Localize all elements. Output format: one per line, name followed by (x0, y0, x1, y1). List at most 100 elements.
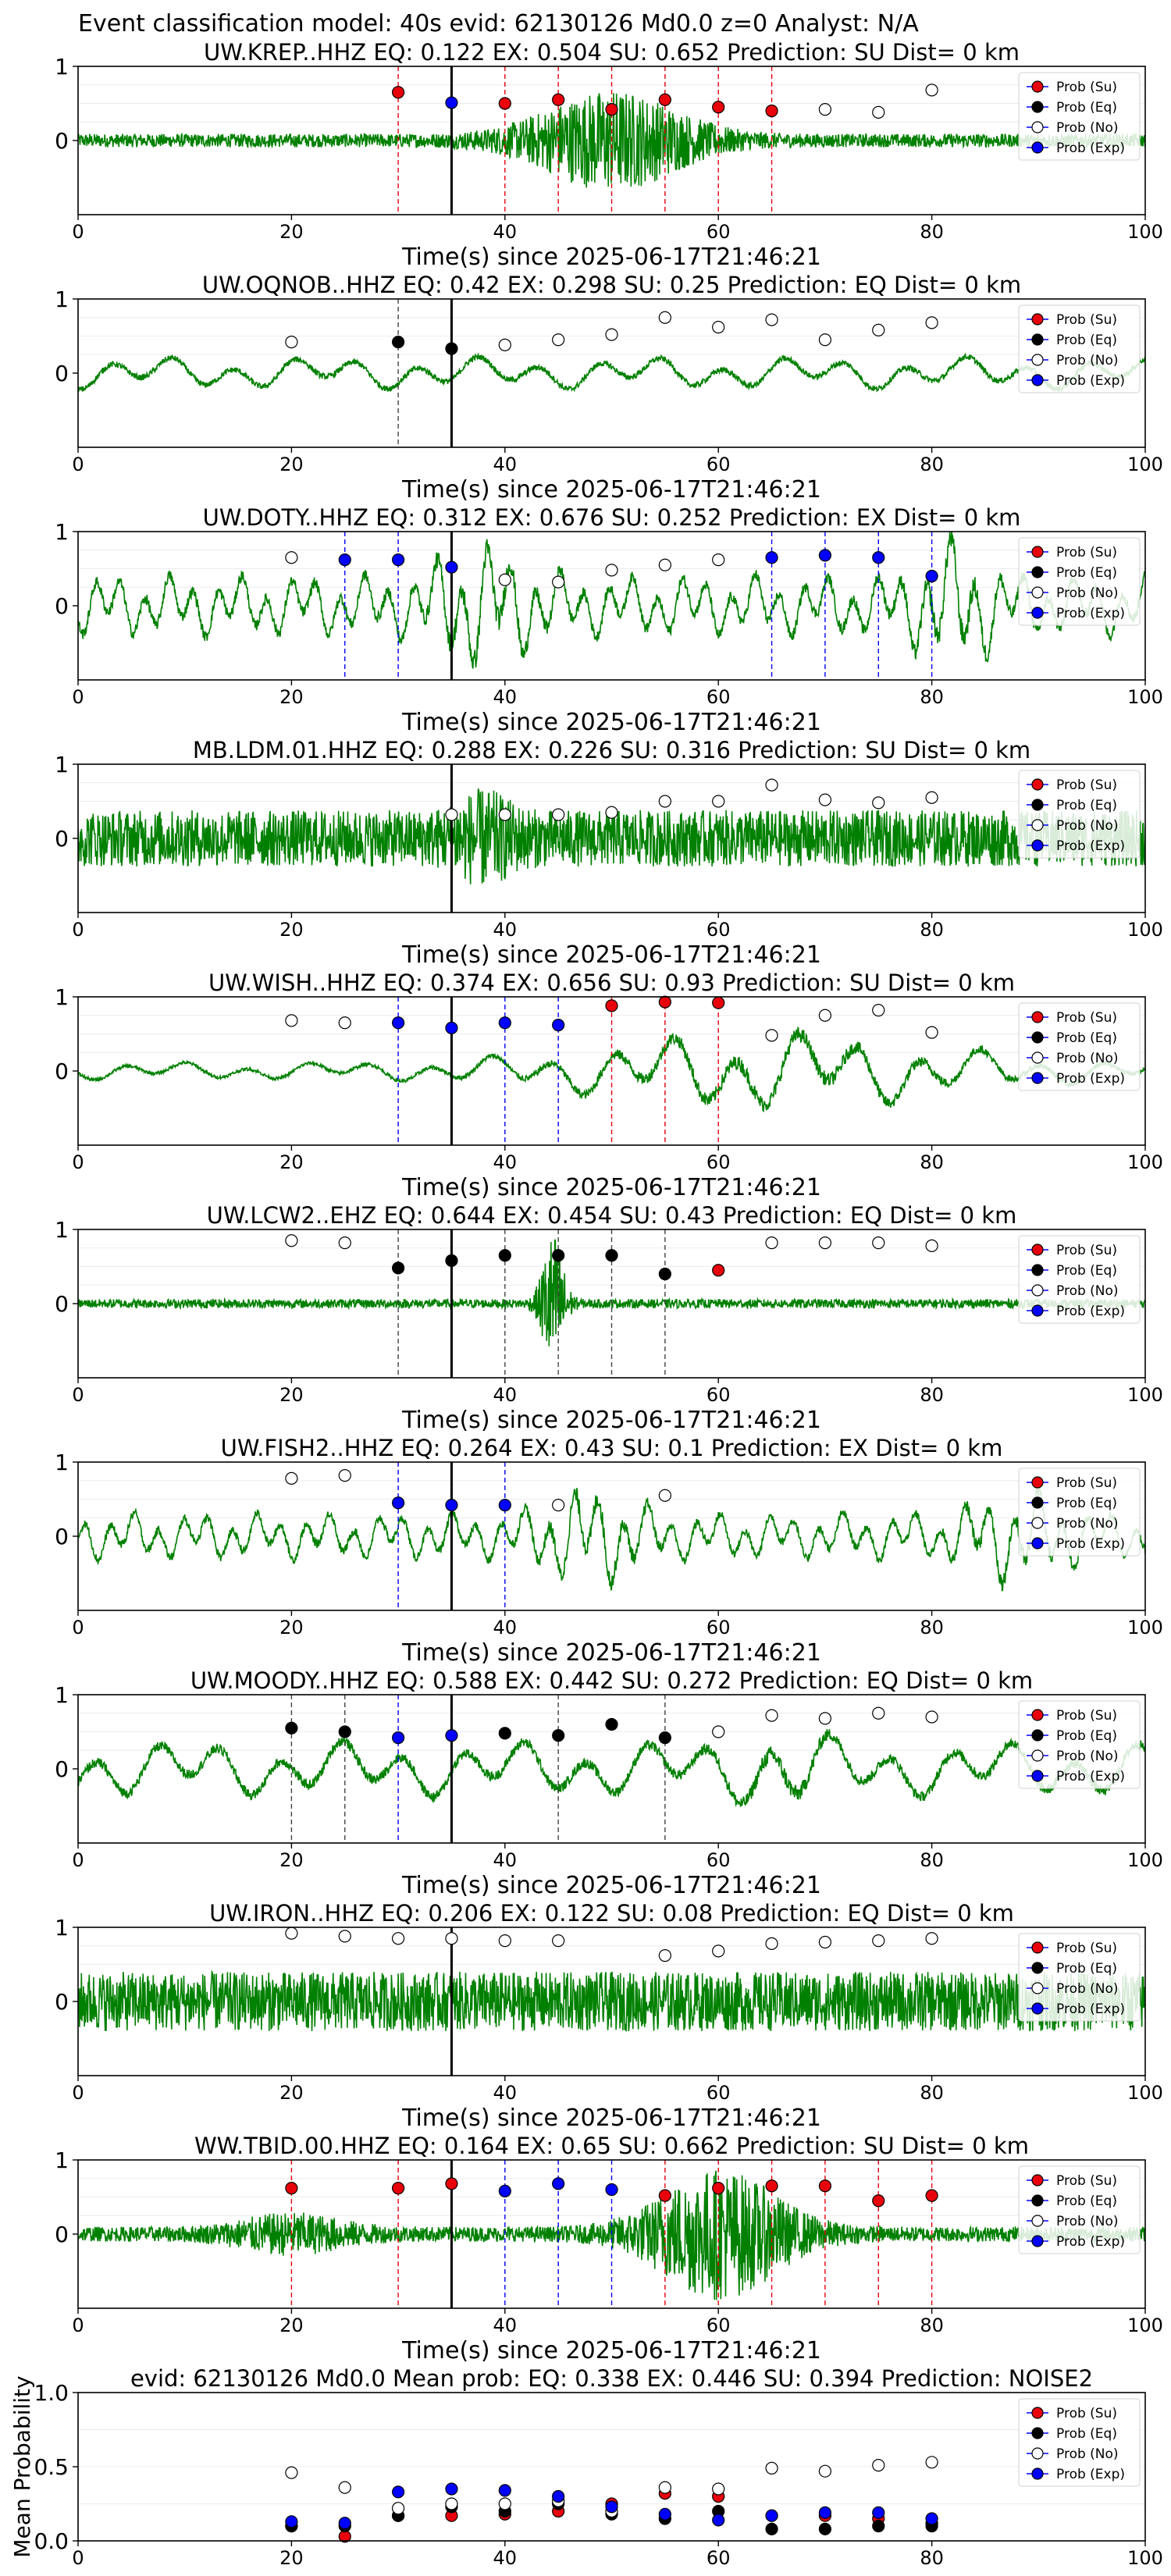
y-tick-label: 1.0 (34, 2380, 69, 2406)
y-tick-label: 1 (55, 1682, 69, 1708)
legend-marker (1031, 1072, 1044, 1084)
x-tick-label: 20 (279, 2547, 304, 2569)
legend-marker (1031, 1476, 1044, 1489)
x-tick-label: 20 (279, 686, 304, 708)
legend-label: Prob (Exp) (1056, 1536, 1125, 1552)
prob-marker (818, 1009, 832, 1022)
prob-marker (605, 999, 618, 1012)
legend-box (1018, 537, 1141, 626)
x-tick-label: 0 (72, 2314, 84, 2336)
mean-prob-marker (498, 2484, 511, 2497)
prob-marker (765, 1937, 778, 1950)
axes-frame (77, 298, 1146, 448)
prob-marker (392, 1496, 405, 1510)
prob-marker (925, 1710, 938, 1724)
prob-marker (445, 1021, 458, 1035)
legend-marker (1031, 1749, 1044, 1762)
prob-marker (392, 1016, 405, 1030)
legend-label: Prob (Su) (1056, 777, 1117, 793)
legend: Prob (Su) Prob (Eq) Prob (No) Prob (Exp) (1018, 1002, 1141, 1091)
prob-marker (712, 996, 725, 1009)
prob-marker (712, 101, 725, 114)
prob-marker (338, 1468, 351, 1482)
x-tick-label: 20 (279, 2082, 304, 2104)
x-axis-label: Time(s) since 2025-06-17T21:46:21 (401, 1639, 821, 1667)
panel-title: UW.KREP..HHZ EQ: 0.122 EX: 0.504 SU: 0.6… (204, 39, 1020, 66)
prob-marker (552, 1249, 565, 1262)
x-tick-label: 40 (493, 1384, 518, 1406)
legend-label: Prob (Eq) (1056, 1496, 1117, 1511)
prob-marker (498, 1498, 511, 1512)
prob-marker (872, 1934, 885, 1948)
prob-marker (392, 553, 405, 567)
y-tick-label: 0.5 (34, 2454, 69, 2480)
y-tick-label: 0 (55, 2222, 69, 2247)
figure-suptitle: Event classification model: 40s evid: 62… (78, 10, 919, 37)
legend-marker (1031, 566, 1044, 578)
prob-marker (392, 1731, 405, 1745)
legend-label: Prob (Su) (1056, 1010, 1117, 1026)
mean-prob-marker (658, 2507, 671, 2521)
prob-marker (712, 2182, 725, 2195)
prob-marker (818, 549, 832, 562)
x-tick-label: 80 (920, 1384, 944, 1406)
prob-marker (605, 806, 618, 819)
x-tick-label: 80 (920, 1849, 944, 1871)
legend-label: Prob (No) (1056, 353, 1119, 368)
prob-marker (392, 336, 405, 349)
x-tick-label: 20 (279, 1151, 304, 1173)
legend-marker (1031, 1537, 1044, 1550)
legend-label: Prob (Eq) (1056, 2194, 1117, 2209)
legend-marker (1031, 799, 1044, 811)
prob-marker (925, 2189, 938, 2202)
legend-label: Prob (No) (1056, 818, 1119, 834)
x-tick-label: 60 (707, 454, 731, 475)
x-tick-label: 100 (1127, 221, 1163, 243)
y-tick-label: 0.0 (34, 2528, 69, 2554)
prob-marker (765, 1709, 778, 1722)
panel-title: UW.LCW2..EHZ EQ: 0.644 EX: 0.454 SU: 0.4… (207, 1202, 1017, 1229)
prob-marker (552, 93, 565, 106)
y-tick-label: 0 (55, 1291, 69, 1317)
legend-label: Prob (Su) (1056, 312, 1117, 328)
legend-label: Prob (No) (1056, 1516, 1119, 1532)
x-tick-label: 100 (1127, 1151, 1163, 1173)
prob-marker (872, 1706, 885, 1720)
x-axis-label: Time(s) since 2025-06-17T21:46:21 (401, 2105, 821, 2132)
x-tick-label: 40 (493, 221, 518, 243)
legend-marker (1031, 101, 1044, 113)
prob-marker (872, 796, 885, 809)
prob-marker (658, 1489, 671, 1502)
legend-marker (1031, 1304, 1044, 1317)
y-tick-label: 1 (55, 752, 69, 777)
waveform-trace (78, 532, 1145, 669)
prob-marker (445, 1932, 458, 1945)
prob-marker (445, 1729, 458, 1742)
mean-prob-marker (925, 2512, 938, 2525)
legend: Prob (Su) Prob (Eq) Prob (No) Prob (Exp) (1018, 2398, 1141, 2487)
legend-label: Prob (No) (1056, 1981, 1119, 1997)
prob-marker (712, 795, 725, 808)
panel-2: UW.OQNOB..HHZ EQ: 0.42 EX: 0.298 SU: 0.2… (55, 272, 1163, 503)
prob-marker (285, 336, 298, 349)
x-tick-label: 80 (920, 2547, 944, 2569)
legend: Prob (Su) Prob (Eq) Prob (No) Prob (Exp) (1018, 1700, 1141, 1789)
prob-marker (445, 2177, 458, 2190)
legend-marker (1031, 1729, 1044, 1742)
legend-marker (1031, 333, 1044, 346)
prob-marker (338, 1725, 351, 1738)
x-tick-label: 80 (920, 454, 944, 475)
mean-prob-marker (712, 2514, 725, 2527)
prob-marker (925, 316, 938, 329)
prob-marker (765, 2179, 778, 2193)
y-tick-label: 1 (55, 1217, 69, 1243)
prob-marker (925, 1026, 938, 1039)
x-tick-label: 100 (1127, 1384, 1163, 1406)
prob-marker (285, 2182, 298, 2195)
prob-marker (818, 1935, 832, 1949)
waveform-trace (78, 1729, 1145, 1807)
x-tick-label: 100 (1127, 1617, 1163, 1638)
prob-marker (658, 1949, 671, 1962)
y-tick-label: 1 (55, 1450, 69, 1475)
legend-marker (1031, 121, 1044, 133)
